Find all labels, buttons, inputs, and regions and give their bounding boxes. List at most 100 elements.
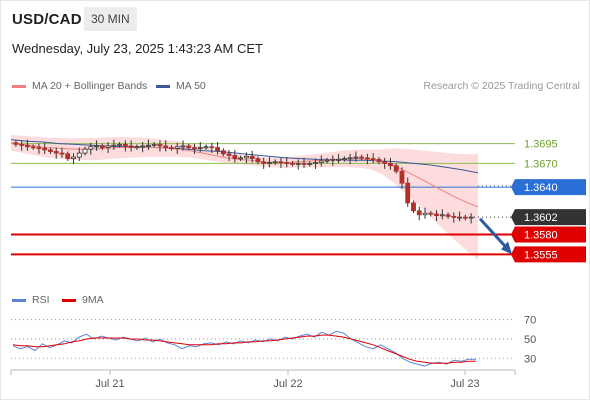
candle-body [111,144,117,147]
ma20-label: MA 20 + Bollinger Bands [32,80,148,92]
candle [341,156,347,162]
candle-body [117,143,123,146]
candle [117,142,123,148]
candle-body [370,158,376,161]
level-tag-5 [511,246,586,263]
candle-body [284,162,290,164]
candle [36,143,42,154]
x-tick-label: Jul 21 [95,378,124,390]
candle [48,147,53,154]
candle [272,159,278,165]
candle-body [24,144,30,148]
candle [151,142,157,148]
legend-rsi-ma: 9MA [62,294,104,306]
candle [140,142,146,153]
candle [388,157,393,170]
candle-body [457,216,463,219]
candle-body [232,155,238,160]
legend-rsi: RSI [12,294,50,306]
candle-body [388,162,393,167]
rsi-swatch [12,298,26,302]
candle [111,139,117,150]
forecast-arrow-shaft [478,217,510,251]
candle [82,146,88,156]
ma50-swatch [156,84,170,88]
legend-ma50: MA 50 [156,80,206,92]
candle [105,142,111,154]
candle [94,140,99,151]
x-tick-label: Jul 23 [450,378,479,390]
level-tag-3 [511,209,586,226]
candle [336,153,341,164]
candle-body [428,212,434,215]
candle [128,140,134,152]
rsi-ma-label: 9MA [82,294,104,306]
candle [376,157,382,165]
candle-body [445,214,451,217]
candle [290,160,295,167]
rsi-tick-label: 70 [524,315,536,327]
candle-body [180,145,186,148]
candle [255,156,261,165]
candle [192,143,197,154]
candle [284,157,290,168]
candle [370,153,376,164]
timeframe-badge[interactable]: 30 MIN [84,7,137,31]
candle-body [405,182,411,204]
candle [71,153,76,165]
candle [330,155,336,166]
candle-body [341,158,347,161]
candle-body [243,155,249,159]
candle [203,144,209,150]
candle-body [134,146,140,149]
candle [439,209,445,220]
candle-body [53,151,59,154]
candle [76,147,82,161]
candle-body [238,157,244,160]
candle [122,140,128,152]
candle [220,148,226,157]
candle [445,212,451,219]
candle-body [163,145,169,148]
candle [324,157,330,164]
candle-body [42,147,48,151]
candle [249,150,255,163]
candle-body [416,210,422,216]
candle [364,153,370,165]
candle [267,157,272,168]
candle-body [94,145,99,148]
candle [434,210,439,222]
level-label-3: 1.3602 [524,212,558,224]
candle-body [399,170,405,184]
candle [209,142,215,154]
candle [146,139,151,150]
level-tag-4 [511,226,586,243]
candle [186,143,192,150]
candle-body [203,146,209,149]
candle-body [272,161,278,164]
candle [457,211,463,222]
candle-body [267,162,272,164]
symbol-title: USD/CAD [12,11,82,28]
candle-body [209,146,215,149]
candle-body [261,161,267,164]
candle-body [249,155,255,160]
candle [451,212,457,223]
candle [30,144,36,150]
candle-body [105,145,111,148]
candle [382,157,388,169]
candle-body [220,150,226,155]
candle-body [411,202,416,212]
candle [157,140,163,152]
candle [313,158,318,169]
candle [19,140,25,151]
candle-body [290,162,295,165]
candle [226,149,232,161]
candle [134,144,140,150]
candle [24,139,30,151]
candle-body [364,157,370,160]
candle-body [434,213,439,216]
candle [238,155,244,161]
candle-body [226,153,232,156]
